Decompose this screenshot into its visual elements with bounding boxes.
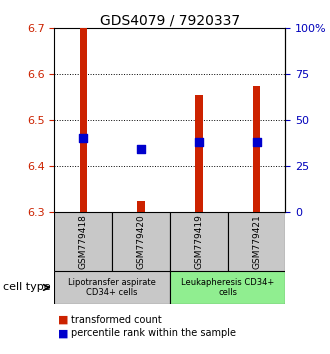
Bar	[170, 212, 228, 271]
Text: GSM779420: GSM779420	[137, 214, 146, 269]
Text: percentile rank within the sample: percentile rank within the sample	[71, 329, 236, 338]
Title: GDS4079 / 7920337: GDS4079 / 7920337	[100, 13, 240, 27]
Bar	[54, 271, 170, 304]
Point	[196, 139, 201, 145]
Bar	[137, 201, 145, 212]
Text: Leukapheresis CD34+
cells: Leukapheresis CD34+ cells	[181, 278, 274, 297]
Bar	[170, 271, 285, 304]
Text: GSM779421: GSM779421	[252, 214, 261, 269]
Bar	[228, 212, 285, 271]
Text: GSM779418: GSM779418	[79, 214, 88, 269]
Text: ■: ■	[58, 329, 68, 338]
Text: cell type: cell type	[3, 282, 51, 292]
Bar	[112, 212, 170, 271]
Text: GSM779419: GSM779419	[194, 214, 203, 269]
Bar	[253, 86, 260, 212]
Bar	[54, 212, 112, 271]
Point	[254, 139, 259, 145]
Point	[81, 135, 86, 141]
Point	[139, 147, 144, 152]
Text: ■: ■	[58, 315, 68, 325]
Bar	[195, 95, 203, 212]
Text: transformed count: transformed count	[71, 315, 162, 325]
Bar	[80, 28, 87, 212]
Text: Lipotransfer aspirate
CD34+ cells: Lipotransfer aspirate CD34+ cells	[68, 278, 156, 297]
